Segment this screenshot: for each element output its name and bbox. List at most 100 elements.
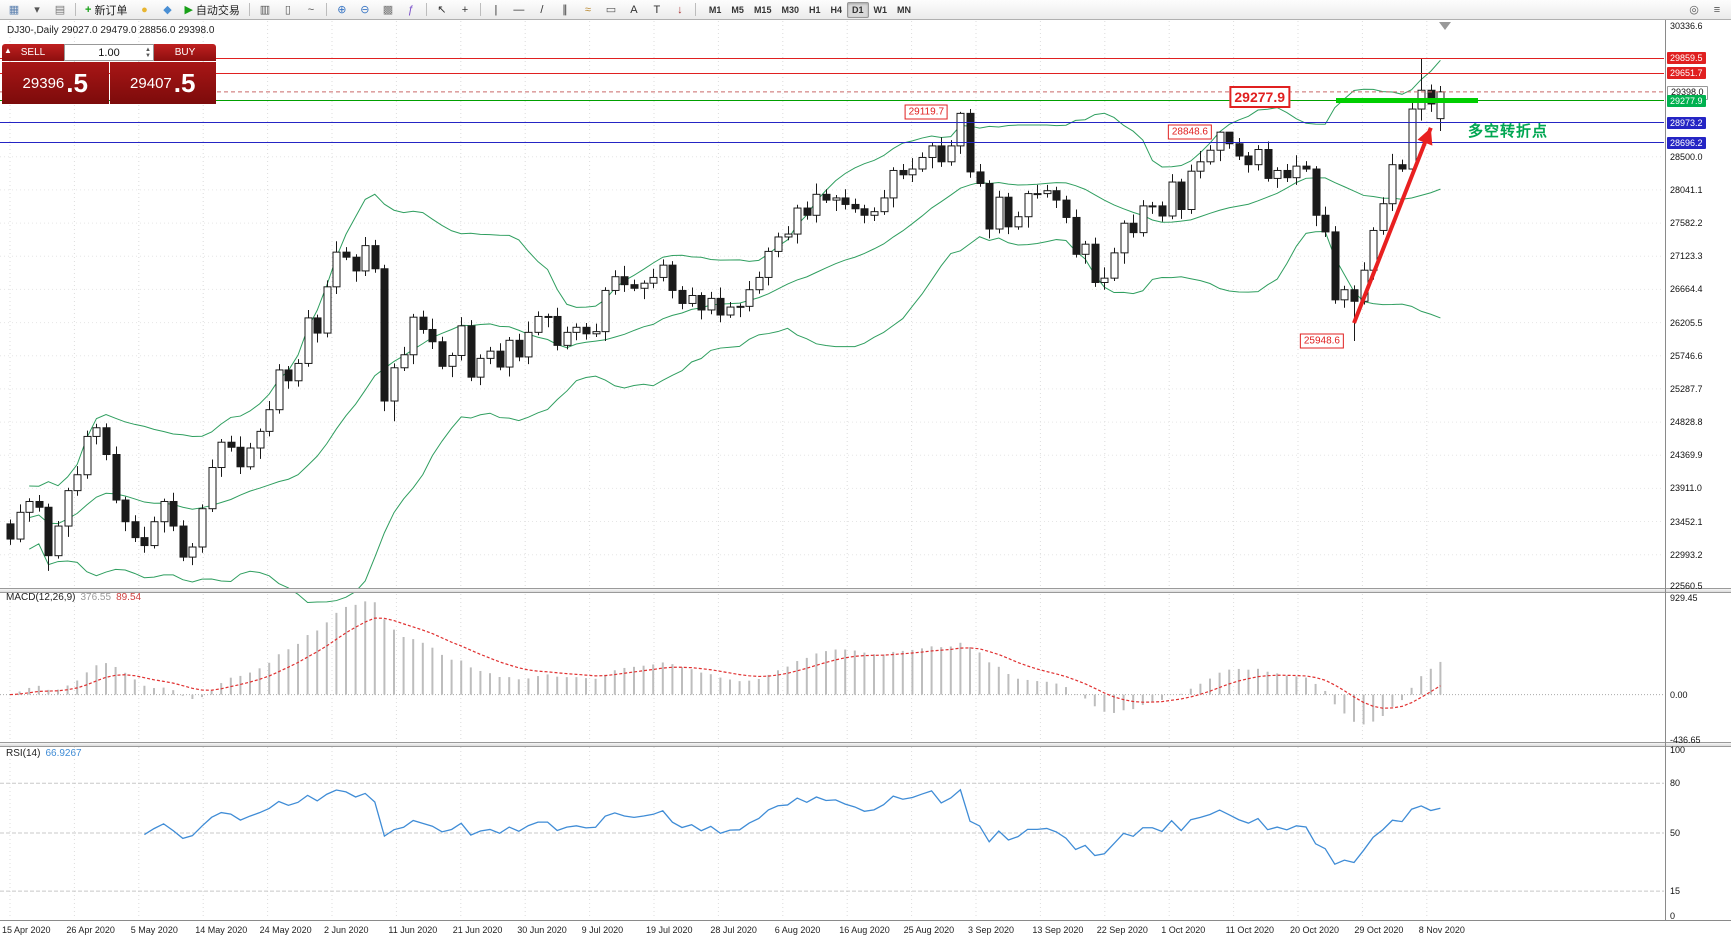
- date-label: 15 Apr 2020: [2, 925, 51, 935]
- timeframe-H4[interactable]: H4: [830, 4, 842, 15]
- price-tick-28500.0: 28500.0: [1670, 151, 1703, 162]
- panel-collapse-icon[interactable]: ▲: [4, 46, 12, 55]
- sell-price[interactable]: 29396 .5: [2, 62, 109, 104]
- date-label: 13 Sep 2020: [1032, 925, 1084, 935]
- chart-dropdown-icon[interactable]: ▾: [34, 4, 40, 16]
- timeframe-M5[interactable]: M5: [731, 4, 744, 15]
- date-label: 1 Oct 2020: [1161, 925, 1206, 935]
- date-label: 30 Jun 2020: [517, 925, 567, 935]
- date-label: 28 Jul 2020: [710, 925, 757, 935]
- timeframe-M30[interactable]: M30: [781, 4, 799, 15]
- price-callout-29277.9[interactable]: 29277.9: [1229, 85, 1290, 108]
- rsi-axis-50: 50: [1670, 828, 1681, 838]
- crosshair-icon[interactable]: +: [461, 3, 469, 16]
- auto-trading-button[interactable]: ▶ 自动交易: [179, 2, 244, 18]
- grid-icon[interactable]: ▩: [382, 4, 394, 16]
- buy-price[interactable]: 29407 .5: [109, 62, 216, 104]
- pivot-line-segment[interactable]: [1336, 98, 1478, 104]
- macd-value: 376.55: [80, 592, 112, 603]
- date-label: 29 Oct 2020: [1354, 925, 1404, 935]
- alerts-icon[interactable]: ●: [141, 3, 148, 16]
- auto-trading-button-label: 自动交易: [195, 4, 240, 17]
- date-label: 19 Jul 2020: [646, 925, 693, 935]
- text-label-icon[interactable]: T: [653, 3, 661, 16]
- timeframe-M1[interactable]: M1: [708, 4, 722, 15]
- macd-axis-929.45: 929.45: [1670, 593, 1698, 603]
- panel-splitter-macd[interactable]: [0, 588, 1731, 593]
- candle-chart-icon[interactable]: ▯: [284, 4, 291, 16]
- rsi-line: [144, 788, 1441, 866]
- bar-chart-icon[interactable]: ▥: [259, 4, 271, 16]
- price-tick-23452.1: 23452.1: [1670, 516, 1703, 527]
- annotation-text[interactable]: 多空转折点: [1468, 123, 1549, 140]
- date-label: 14 May 2020: [195, 925, 248, 935]
- macd-signal-line: [9, 617, 1441, 709]
- price-tick-26205.5: 26205.5: [1670, 317, 1703, 328]
- shapes-icon[interactable]: ▭: [605, 4, 617, 16]
- market-watch-icon[interactable]: ◆: [163, 4, 172, 16]
- buy-button[interactable]: BUY: [154, 44, 216, 61]
- trendline-icon[interactable]: /: [540, 3, 544, 16]
- volume-value: 1.00: [98, 46, 120, 59]
- date-label: 11 Jun 2020: [388, 925, 438, 935]
- zoom-out-icon[interactable]: ⊖: [360, 4, 370, 16]
- price-tick-28041.1: 28041.1: [1670, 184, 1703, 195]
- price-callout-29119.7[interactable]: 29119.7: [904, 104, 948, 120]
- macd-axis-0.00: 0.00: [1670, 689, 1688, 700]
- arrow-tool-icon[interactable]: ↓: [677, 3, 683, 16]
- timeframe-group: M1 M5 M15 M30 H1 H4 D1 W1 MN: [704, 1, 916, 18]
- trend-arrow[interactable]: [1352, 127, 1433, 324]
- new-chart-icon[interactable]: ▦: [8, 4, 20, 16]
- date-axis-border: [0, 920, 1731, 921]
- spin-up-icon[interactable]: ▲: [145, 46, 151, 53]
- line-chart-icon[interactable]: ~: [307, 3, 315, 16]
- rsi-axis-15: 15: [1670, 886, 1681, 897]
- new-order-button[interactable]: + 新订单: [80, 2, 132, 18]
- rsi-axis-80: 80: [1670, 778, 1681, 789]
- price-callout-28848.6[interactable]: 28848.6: [1167, 124, 1212, 140]
- symbol-ohlc-info: DJ30-,Daily 29027.0 29479.0 28856.0 2939…: [7, 25, 215, 36]
- rsi-value: 66.9267: [45, 748, 82, 759]
- horizontal-line-icon[interactable]: —: [513, 3, 525, 16]
- date-label: 11 Oct 2020: [1225, 925, 1274, 935]
- volume-input[interactable]: 1.00 ▲ ▼: [64, 44, 154, 61]
- panel-splitter-rsi[interactable]: [0, 742, 1731, 747]
- rsi-name: RSI(14): [6, 748, 41, 759]
- macd-name: MACD(12,26,9): [6, 592, 76, 603]
- indicators-icon[interactable]: ƒ: [407, 3, 414, 16]
- toolbar-separator: [479, 3, 481, 16]
- search-icon[interactable]: ◎: [1689, 4, 1699, 16]
- fibonacci-icon[interactable]: ≈: [584, 3, 591, 16]
- timeframe-H1[interactable]: H1: [808, 4, 821, 15]
- one-click-trading-panel: ▲ SELL 1.00 ▲ ▼ BUY 29396 .5 29407 .5: [2, 44, 216, 104]
- toolbar-separator: [248, 3, 250, 16]
- sell-button[interactable]: SELL: [2, 44, 64, 61]
- price-tick-30336.6: 30336.6: [1670, 21, 1703, 31]
- auto-trading-button-icon: ▶: [184, 4, 193, 16]
- zoom-in-icon[interactable]: ⊕: [337, 4, 347, 16]
- new-order-button-icon: +: [85, 3, 92, 16]
- buy-price-main: 29407: [130, 74, 172, 92]
- text-icon[interactable]: A: [630, 3, 638, 16]
- chart-shift-marker[interactable]: [1439, 22, 1451, 30]
- toolbar: ▦ ▾ ▤ + 新订单 ● ◆ ▶ 自动交易 ▥ ▯ ~ ⊕ ⊖ ▩ ƒ ↖ + | — / ∥ ≈ ▭ A T ↓ M1 M5 M15 M…: [0, 0, 1731, 20]
- price-tick-22560.5: 22560.5: [1670, 581, 1703, 591]
- timeframe-W1[interactable]: W1: [873, 4, 888, 15]
- volume-spinner[interactable]: ▲ ▼: [145, 45, 151, 60]
- sell-price-frac: .5: [66, 67, 88, 98]
- cursor-icon[interactable]: ↖: [437, 4, 447, 16]
- menu-icon[interactable]: ≡: [1713, 3, 1721, 16]
- price-callout-25948.6[interactable]: 25948.6: [1299, 333, 1344, 349]
- date-label: 8 Nov 2020: [1418, 925, 1465, 935]
- new-order-button-label: 新订单: [94, 4, 128, 17]
- spin-down-icon[interactable]: ▼: [145, 52, 151, 59]
- price-tick-22993.2: 22993.2: [1670, 549, 1703, 560]
- channel-icon[interactable]: ∥: [562, 4, 568, 16]
- timeframe-M15[interactable]: M15: [753, 4, 772, 15]
- timeframe-D1[interactable]: D1: [847, 1, 869, 18]
- timeframe-MN[interactable]: MN: [897, 4, 912, 15]
- vertical-line-icon[interactable]: |: [494, 3, 498, 16]
- profiles-icon[interactable]: ▤: [54, 4, 66, 16]
